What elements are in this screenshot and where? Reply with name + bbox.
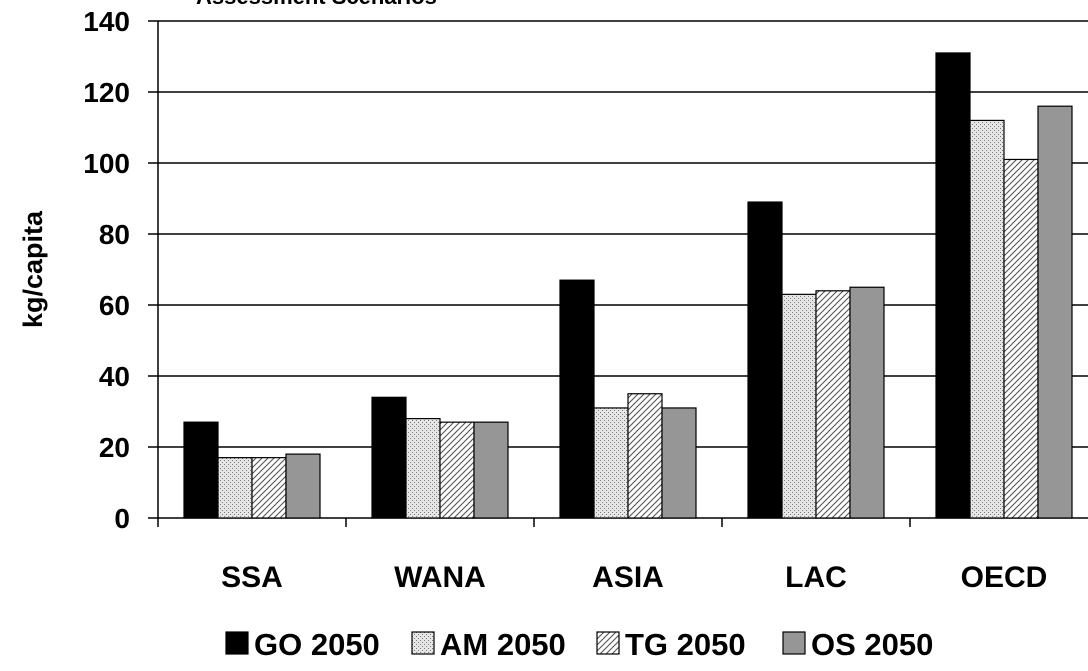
legend-label: TG 2050 bbox=[625, 627, 746, 662]
y-tick-label: 140 bbox=[83, 6, 130, 37]
bar-tg-2050-oecd bbox=[1003, 158, 1039, 519]
bar-am-2050-oecd bbox=[969, 119, 1005, 519]
plot-area: 0 20 40 60 80 100 120 140 SSA WANA ASIA LAC OECD kg/c… bbox=[18, 0, 1088, 594]
x-category-label: ASIA bbox=[592, 561, 664, 594]
bar-os-2050-lac bbox=[849, 286, 885, 519]
bar-go-2050-asia bbox=[559, 279, 595, 519]
y-tick-label: 120 bbox=[83, 77, 130, 108]
legend-swatch-go-2050 bbox=[225, 631, 249, 655]
y-tick-label: 100 bbox=[83, 148, 130, 179]
x-category-label: LAC bbox=[785, 561, 847, 594]
y-tick-label: 20 bbox=[99, 432, 130, 463]
y-tick-label: 40 bbox=[99, 361, 130, 392]
bar-tg-2050-lac bbox=[815, 290, 851, 519]
x-category-label: WANA bbox=[394, 561, 486, 594]
legend-label: GO 2050 bbox=[254, 627, 380, 662]
x-category-label: OECD bbox=[961, 561, 1048, 594]
bar-am-2050-wana bbox=[405, 418, 441, 519]
bar-os-2050-asia bbox=[661, 407, 697, 519]
legend-swatch-am-2050 bbox=[411, 631, 435, 655]
bar-tg-2050-wana bbox=[439, 421, 475, 519]
chart-title: Assessment Scenarios bbox=[196, 0, 437, 9]
y-tick-label: 80 bbox=[99, 219, 130, 250]
bar-go-2050-lac bbox=[747, 201, 783, 519]
bar-tg-2050-asia bbox=[627, 393, 663, 519]
bar-go-2050-oecd bbox=[935, 52, 971, 519]
legend-swatch-tg-2050 bbox=[596, 631, 620, 655]
bar-go-2050-wana bbox=[371, 396, 407, 519]
y-tick-label: 0 bbox=[114, 503, 130, 534]
bar-am-2050-asia bbox=[593, 407, 629, 519]
legend-swatch-os-2050 bbox=[782, 631, 806, 655]
legend-label: AM 2050 bbox=[440, 627, 566, 662]
legend-label: OS 2050 bbox=[811, 627, 933, 662]
y-tick-label: 60 bbox=[99, 290, 130, 321]
legend: GO 2050 AM 2050 TG 2050 OS 2050 bbox=[225, 627, 933, 662]
bar-go-2050-ssa bbox=[183, 421, 219, 519]
bar-os-2050-ssa bbox=[285, 453, 321, 519]
bar-am-2050-ssa bbox=[217, 457, 253, 519]
x-category-label: SSA bbox=[221, 561, 283, 594]
y-axis-title: kg/capita bbox=[18, 210, 48, 328]
bar-am-2050-lac bbox=[781, 293, 817, 519]
bar-os-2050-oecd bbox=[1037, 105, 1073, 519]
bar-os-2050-wana bbox=[473, 421, 509, 519]
bar-tg-2050-ssa bbox=[251, 457, 287, 519]
